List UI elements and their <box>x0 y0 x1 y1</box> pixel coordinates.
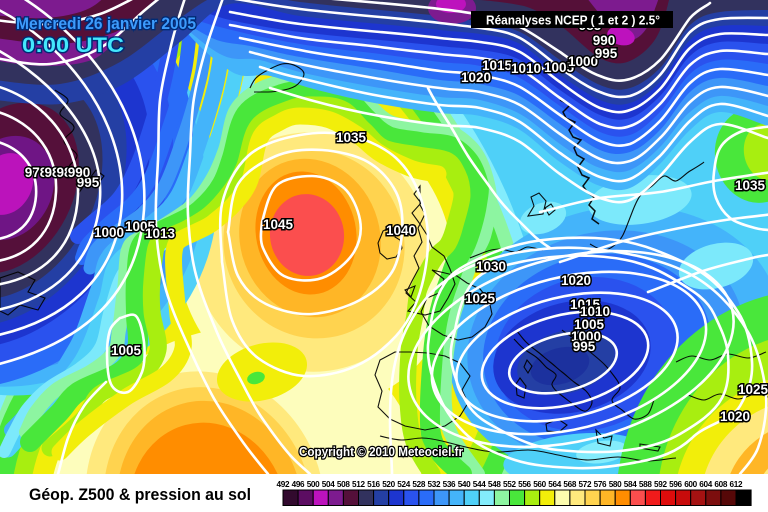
svg-text:1005: 1005 <box>111 343 142 358</box>
svg-text:572: 572 <box>579 480 592 489</box>
svg-text:492: 492 <box>277 480 290 489</box>
svg-text:1010: 1010 <box>580 304 610 319</box>
svg-text:1005: 1005 <box>125 219 156 234</box>
svg-text:508: 508 <box>337 480 350 489</box>
svg-text:528: 528 <box>412 480 425 489</box>
svg-text:604: 604 <box>699 480 712 489</box>
svg-text:504: 504 <box>322 480 335 489</box>
svg-text:1010: 1010 <box>511 61 541 76</box>
svg-text:568: 568 <box>563 480 576 489</box>
svg-text:576: 576 <box>594 480 607 489</box>
svg-text:516: 516 <box>367 480 380 489</box>
svg-text:500: 500 <box>307 480 320 489</box>
svg-text:540: 540 <box>458 480 471 489</box>
svg-text:532: 532 <box>428 480 441 489</box>
svg-text:564: 564 <box>548 480 561 489</box>
svg-text:520: 520 <box>382 480 395 489</box>
svg-text:584: 584 <box>624 480 637 489</box>
svg-text:1020: 1020 <box>461 70 491 85</box>
svg-text:1045: 1045 <box>263 217 294 232</box>
svg-text:548: 548 <box>488 480 501 489</box>
svg-text:1000: 1000 <box>571 329 601 344</box>
svg-text:990: 990 <box>593 33 616 48</box>
svg-text:995: 995 <box>595 46 618 61</box>
svg-text:1035: 1035 <box>735 178 766 193</box>
svg-text:98: 98 <box>56 165 72 180</box>
svg-text:Mercredi 26 janvier 2005: Mercredi 26 janvier 2005 <box>16 14 196 33</box>
svg-text:552: 552 <box>503 480 516 489</box>
svg-text:1035: 1035 <box>336 130 367 145</box>
svg-text:496: 496 <box>292 480 305 489</box>
svg-text:1025: 1025 <box>738 382 768 397</box>
svg-text:1020: 1020 <box>561 273 591 288</box>
svg-text:1020: 1020 <box>720 409 750 424</box>
svg-text:1015: 1015 <box>570 297 601 312</box>
svg-text:600: 600 <box>684 480 697 489</box>
svg-text:1040: 1040 <box>386 223 416 238</box>
svg-text:560: 560 <box>533 480 546 489</box>
svg-text:596: 596 <box>669 480 682 489</box>
svg-text:Géop. Z500 & pression au sol: Géop. Z500 & pression au sol <box>29 486 251 504</box>
svg-text:608: 608 <box>714 480 727 489</box>
svg-text:1000: 1000 <box>94 225 124 240</box>
svg-text:592: 592 <box>654 480 667 489</box>
svg-text:580: 580 <box>609 480 622 489</box>
svg-text:1000: 1000 <box>568 54 598 69</box>
svg-text:1005: 1005 <box>574 317 605 332</box>
svg-text:544: 544 <box>473 480 486 489</box>
svg-text:1005: 1005 <box>544 60 575 75</box>
svg-text:98: 98 <box>44 165 60 180</box>
svg-text:524: 524 <box>397 480 410 489</box>
svg-text:1030: 1030 <box>476 259 506 274</box>
svg-text:Réanalyses NCEP ( 1 et 2 ) 2.5: Réanalyses NCEP ( 1 et 2 ) 2.5° <box>486 13 660 28</box>
svg-text:536: 536 <box>443 480 456 489</box>
svg-text:978: 978 <box>25 165 48 180</box>
svg-text:995: 995 <box>573 339 596 354</box>
svg-text:612: 612 <box>730 480 743 489</box>
svg-text:995: 995 <box>77 175 100 190</box>
svg-text:512: 512 <box>352 480 365 489</box>
svg-text:0:00 UTC: 0:00 UTC <box>22 33 124 57</box>
svg-text:1013: 1013 <box>145 226 176 241</box>
svg-text:1015: 1015 <box>482 58 513 73</box>
svg-text:990: 990 <box>68 165 91 180</box>
svg-text:1025: 1025 <box>465 291 496 306</box>
svg-text:Copyright © 2010 Meteociel.fr: Copyright © 2010 Meteociel.fr <box>299 444 463 459</box>
svg-text:556: 556 <box>518 480 531 489</box>
svg-text:588: 588 <box>639 480 652 489</box>
